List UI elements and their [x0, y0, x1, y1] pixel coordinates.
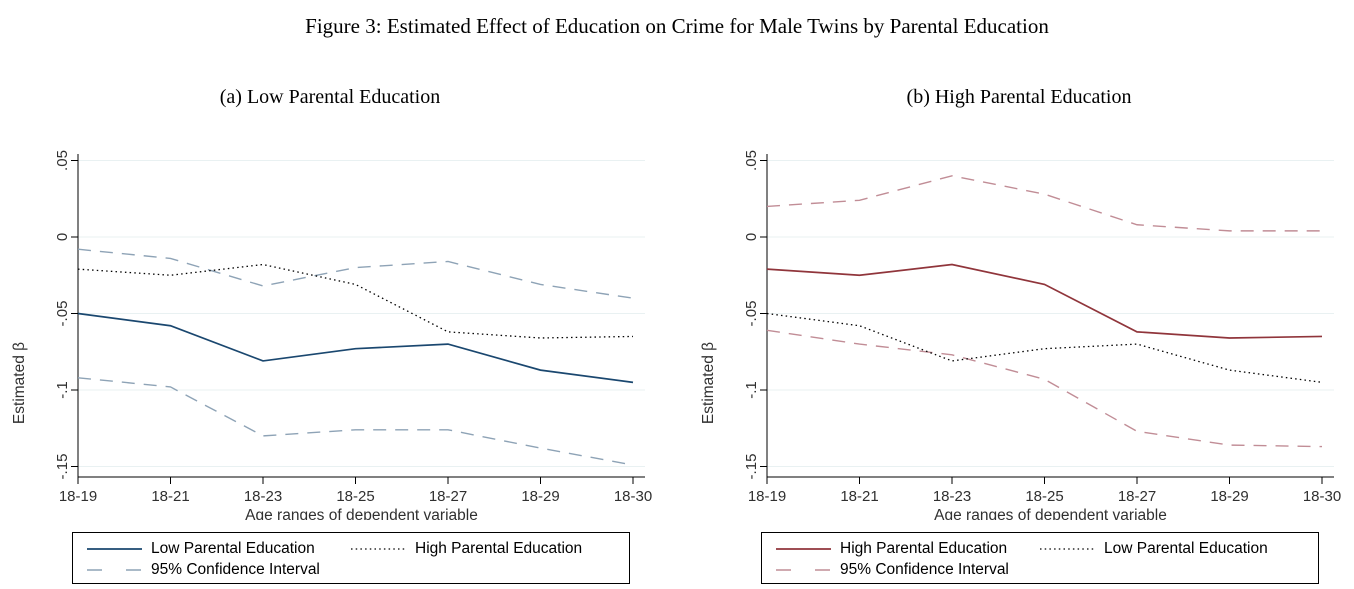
- y-tick-label: 0: [54, 233, 71, 241]
- series-line-dashed: [766, 329, 1323, 448]
- legend-label: High Parental Education: [840, 539, 1008, 557]
- solid-line-sample-icon: [87, 547, 142, 550]
- panel-a-title: (a) Low Parental Education: [219, 86, 441, 108]
- panel-b-title: (b) High Parental Education: [906, 86, 1132, 108]
- y-tick-label: 0: [743, 233, 760, 241]
- dashed-line-sample-icon: [776, 568, 831, 571]
- legend-row: Low Parental Education High Parental Edu…: [87, 538, 629, 559]
- x-tick-label: 18-27: [1118, 488, 1156, 505]
- figure-title: Figure 3: Estimated Effect of Education …: [305, 14, 1049, 38]
- legend-entry: 95% Confidence Interval: [87, 561, 320, 579]
- x-tick-label: 18-30: [1303, 488, 1341, 505]
- legend-row: 95% Confidence Interval: [87, 559, 629, 580]
- y-tick-label: .05: [54, 150, 71, 171]
- legend-entry: Low Parental Education: [87, 540, 351, 558]
- legend-label: 95% Confidence Interval: [840, 560, 1009, 578]
- dashed-line-sample-icon: [87, 568, 142, 571]
- x-axis-title: Age ranges of dependent variable: [934, 507, 1167, 520]
- legend-label: High Parental Education: [415, 539, 583, 557]
- legend-entry: High Parental Education: [776, 540, 1040, 558]
- x-tick-label: 18-21: [840, 488, 878, 505]
- x-tick-label: 18-25: [1025, 488, 1063, 505]
- series-line-dotted: [766, 312, 1323, 383]
- dotted-line-sample-icon: [351, 547, 406, 550]
- legend-row: High Parental Education Low Parental Edu…: [776, 538, 1318, 559]
- solid-line-sample-icon: [776, 547, 831, 550]
- legend-label: Low Parental Education: [151, 539, 315, 557]
- x-tick-label: 18-30: [614, 488, 652, 505]
- y-tick-label: -.15: [743, 454, 760, 480]
- x-tick-label: 18-25: [336, 488, 374, 505]
- panel-low-parental-education: (a) Low Parental Education .05 0 -.05 -.1 -.…: [0, 84, 660, 584]
- legend-row: 95% Confidence Interval: [776, 559, 1318, 580]
- legend-label: 95% Confidence Interval: [151, 560, 320, 578]
- y-tick-label: -.05: [743, 301, 760, 327]
- y-tick-label: .05: [743, 150, 760, 171]
- series-line-dotted: [77, 263, 634, 339]
- legend-entry: 95% Confidence Interval: [776, 561, 1009, 579]
- x-tick-label: 18-19: [748, 488, 786, 505]
- x-tick-label: 18-29: [521, 488, 559, 505]
- legend-entry: High Parental Education: [351, 540, 582, 558]
- series-line-dashed: [766, 175, 1322, 232]
- x-tick-label: 18-19: [59, 488, 97, 505]
- y-tick-label: -.1: [743, 381, 760, 399]
- x-tick-label: 18-21: [151, 488, 189, 505]
- x-tick-label: 18-27: [429, 488, 467, 505]
- y-tick-label: -.15: [54, 454, 71, 480]
- legend-label: Low Parental Education: [1104, 539, 1268, 557]
- panel-high-parental-education: (b) High Parental Education .05 0 -.05 -.1 -…: [689, 84, 1349, 584]
- y-tick-label: -.05: [54, 301, 71, 327]
- series-line-dashed: [77, 248, 634, 299]
- chart-panel-a: .05 0 -.05 -.1 -.15 18-19 18-21 18-23 18-25 18-27…: [11, 150, 652, 520]
- legend-entry: Low Parental Education: [1040, 540, 1268, 558]
- series-line-solid: [766, 263, 1323, 339]
- dotted-line-sample-icon: [1040, 547, 1095, 550]
- legend-panel-b: High Parental Education Low Parental Edu…: [761, 532, 1319, 584]
- series-line-dashed: [77, 377, 634, 466]
- x-axis-title: Age ranges of dependent variable: [245, 507, 478, 520]
- x-tick-label: 18-23: [933, 488, 971, 505]
- y-tick-label: -.1: [54, 381, 71, 399]
- y-axis-title: Estimated β: [700, 342, 717, 424]
- x-tick-label: 18-29: [1210, 488, 1248, 505]
- y-axis-title: Estimated β: [11, 342, 28, 424]
- legend-panel-a: Low Parental Education High Parental Edu…: [72, 532, 630, 584]
- series-line-solid: [77, 312, 634, 384]
- x-tick-label: 18-23: [244, 488, 282, 505]
- chart-panel-b: .05 0 -.05 -.1 -.15 18-19 18-21 18-23 18-25 18-27…: [700, 150, 1341, 520]
